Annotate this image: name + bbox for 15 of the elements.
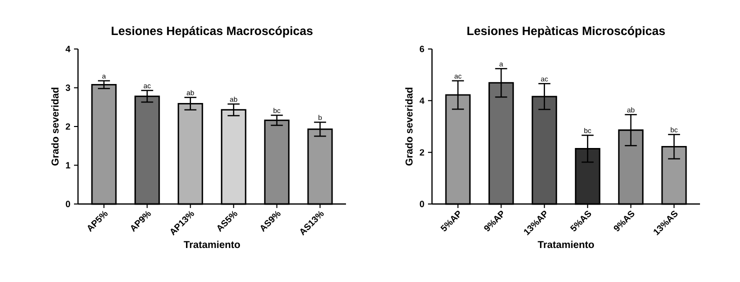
y-tick-label: 3 [66, 84, 70, 91]
y-tick-label: 0 [66, 200, 70, 208]
y-tick-label: 4 [66, 46, 70, 52]
y-tick-label: 6 [420, 46, 424, 52]
y-tick-label: 1 [66, 162, 70, 168]
y-tick-label: 4 [420, 98, 424, 104]
y-tick-label: 2 [66, 123, 70, 130]
y-tick-label: 2 [420, 149, 424, 156]
chart-title: Lesiones Hepáticas Macroscópicas [112, 26, 313, 38]
y-axis-title: Grado severidad [405, 88, 413, 166]
chart-title: Lesiones Hepàticas Microscópicas [467, 26, 665, 38]
x-axis-title: Tratamiento [184, 240, 240, 248]
y-tick-label: 0 [420, 200, 424, 208]
y-axis-title: Grado severidad [51, 88, 59, 166]
x-axis-title: Tratamiento [538, 240, 594, 248]
